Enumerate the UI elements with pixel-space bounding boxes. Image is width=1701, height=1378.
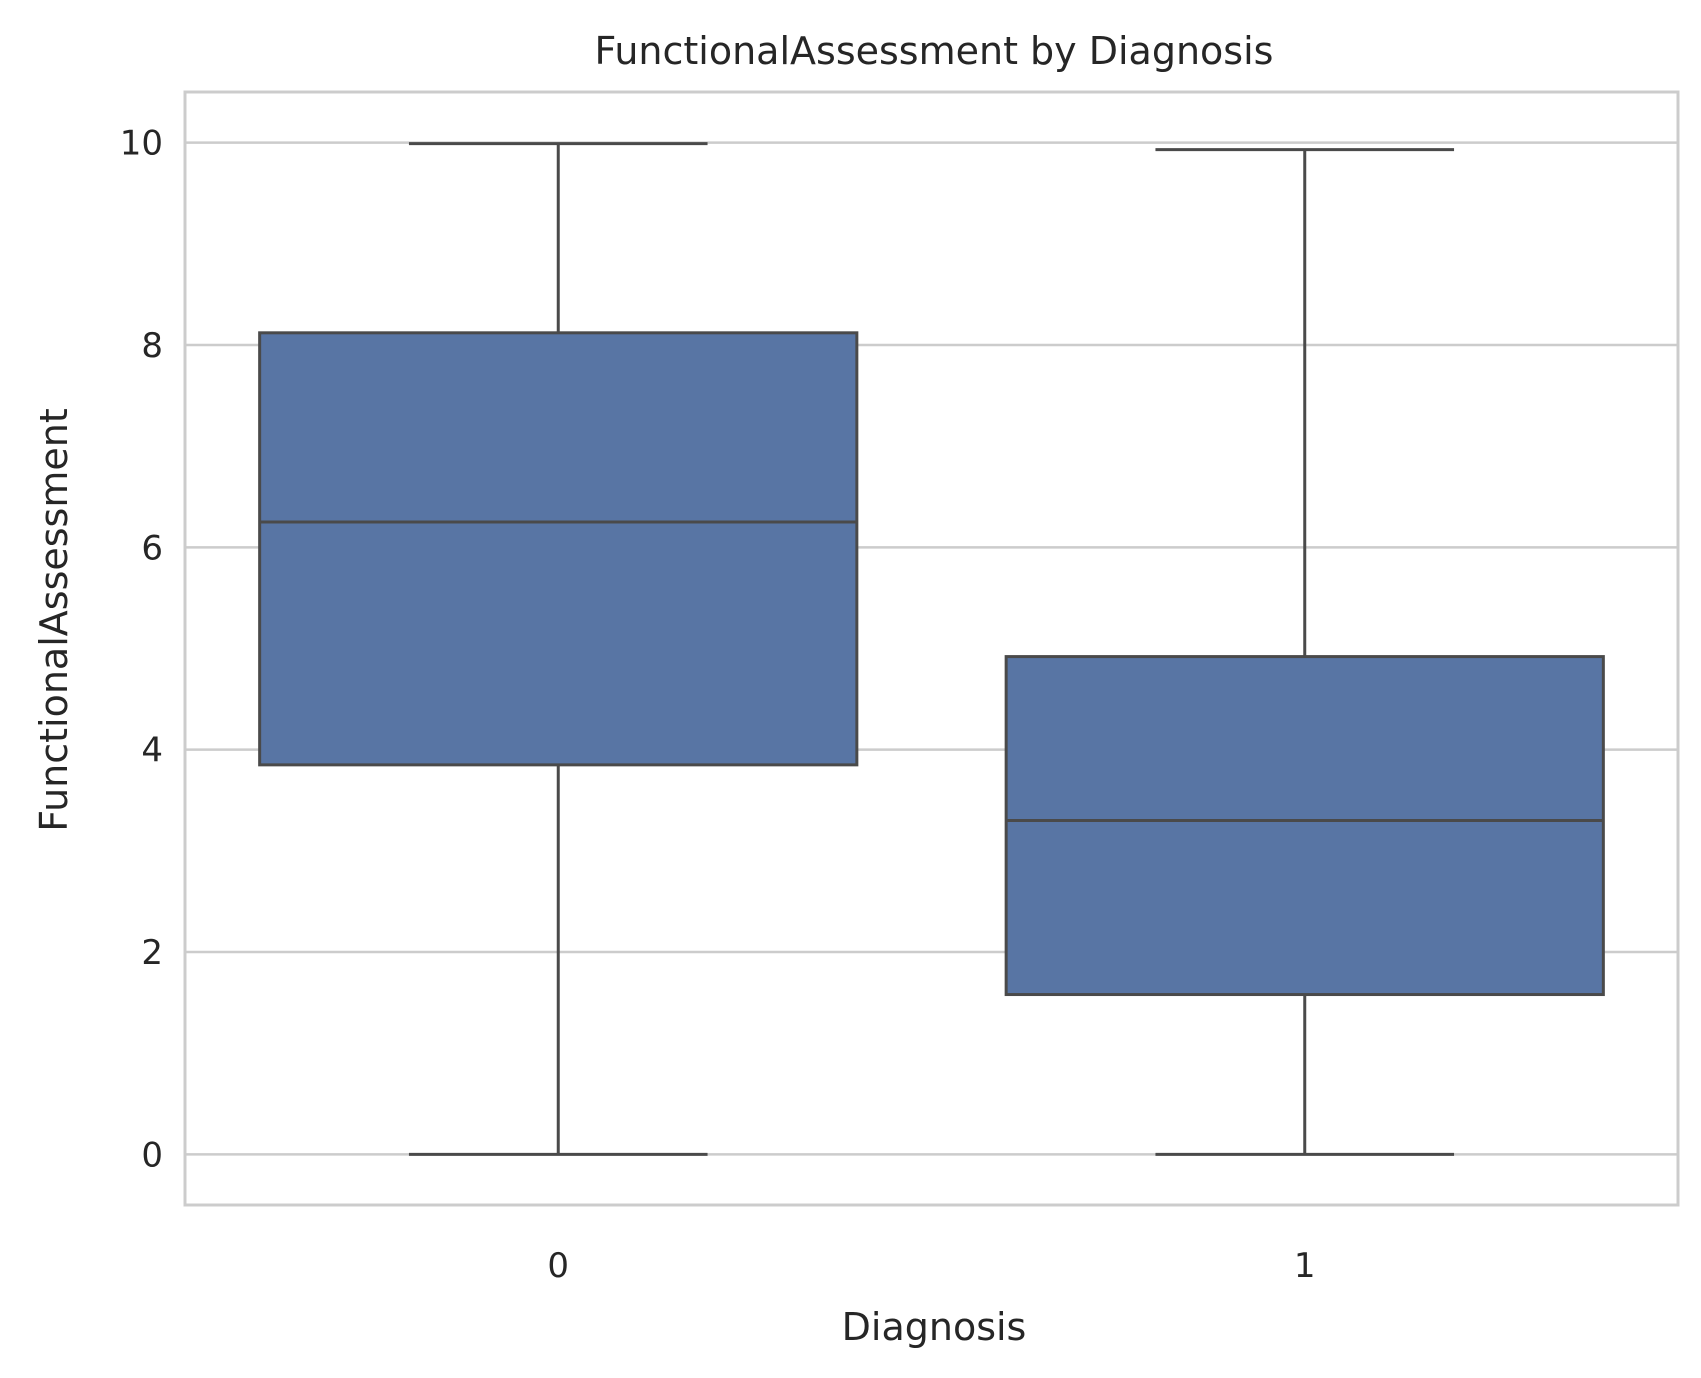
plot-frame <box>183 90 1680 1207</box>
iqr-box <box>258 331 859 767</box>
iqr-box <box>1004 655 1605 997</box>
y-tick-label: 0 <box>141 1135 163 1175</box>
box-series <box>258 142 1605 1156</box>
box-group <box>1004 148 1605 1156</box>
x-tick-label: 1 <box>1294 1246 1316 1286</box>
box-group <box>258 142 859 1156</box>
y-tick-label: 6 <box>141 528 163 568</box>
x-axis-label: Diagnosis <box>842 1305 1027 1349</box>
x-tick-label: 0 <box>547 1246 569 1286</box>
chart-title: FunctionalAssessment by Diagnosis <box>595 29 1274 73</box>
y-tick-label: 10 <box>120 124 163 164</box>
y-tick-label: 2 <box>141 933 163 973</box>
y-tick-label: 8 <box>141 326 163 366</box>
y-tick-labels: 0 2 4 6 8 10 <box>120 124 163 1176</box>
y-tick-label: 4 <box>141 731 163 771</box>
y-axis-label: FunctionalAssessment <box>32 408 76 831</box>
